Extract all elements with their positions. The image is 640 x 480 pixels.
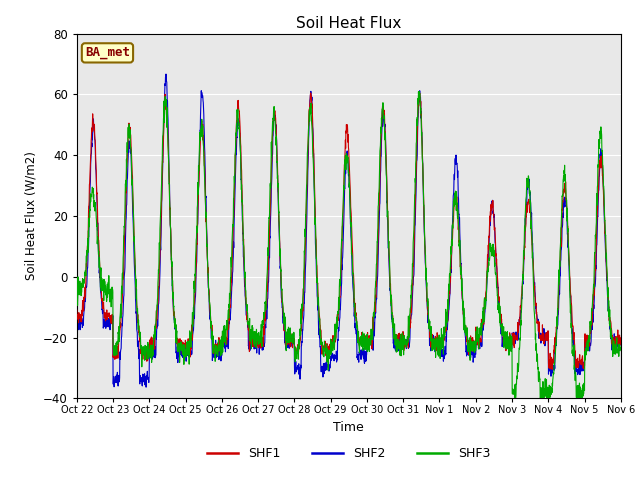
SHF3 <box>376 145 384 151</box>
SHF2 <box>365 347 372 352</box>
SHF3 <box>507 348 515 354</box>
SHF3 <box>415 89 423 95</box>
SHF2 <box>508 338 515 344</box>
SHF1 <box>73 307 81 313</box>
SHF1 <box>507 339 515 345</box>
Title: Soil Heat Flux: Soil Heat Flux <box>296 16 401 31</box>
SHF3 <box>536 396 544 401</box>
SHF1 <box>548 366 556 372</box>
SHF2 <box>73 316 81 322</box>
SHF3 <box>570 352 577 358</box>
SHF1 <box>365 337 372 343</box>
SHF2 <box>142 384 150 390</box>
Line: SHF2: SHF2 <box>77 74 621 387</box>
SHF1 <box>225 327 232 333</box>
Line: SHF3: SHF3 <box>77 92 621 398</box>
SHF2 <box>162 71 170 77</box>
SHF2 <box>584 342 592 348</box>
X-axis label: Time: Time <box>333 421 364 434</box>
Line: SHF1: SHF1 <box>77 93 621 369</box>
SHF2 <box>225 319 233 324</box>
SHF1 <box>376 156 384 162</box>
SHF1 <box>570 324 577 329</box>
SHF2 <box>377 167 385 173</box>
SHF3 <box>617 348 625 353</box>
SHF1 <box>307 90 314 96</box>
Legend: SHF1, SHF2, SHF3: SHF1, SHF2, SHF3 <box>202 442 495 465</box>
SHF3 <box>225 307 232 312</box>
SHF3 <box>73 291 81 297</box>
SHF1 <box>617 342 625 348</box>
SHF3 <box>584 346 592 352</box>
Y-axis label: Soil Heat Flux (W/m2): Soil Heat Flux (W/m2) <box>24 152 38 280</box>
SHF2 <box>570 344 577 349</box>
SHF3 <box>365 347 372 353</box>
SHF1 <box>584 337 592 343</box>
Text: BA_met: BA_met <box>85 47 130 60</box>
SHF2 <box>617 337 625 343</box>
